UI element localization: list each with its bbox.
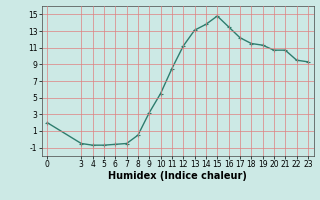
X-axis label: Humidex (Indice chaleur): Humidex (Indice chaleur): [108, 171, 247, 181]
